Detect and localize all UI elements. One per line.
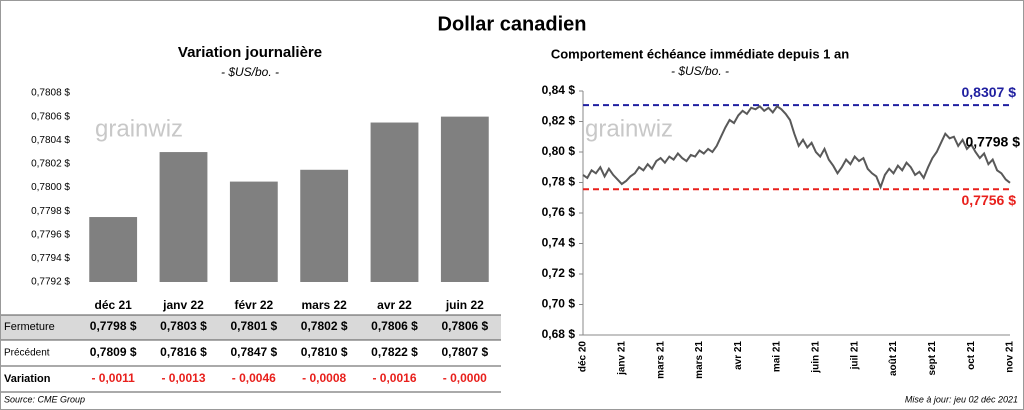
table-cell: - 0,0013 <box>161 371 205 385</box>
y-tick-label: 0,7800 $ <box>31 182 70 193</box>
price-line <box>582 104 1011 190</box>
y-tick-label: 0,7796 $ <box>31 229 70 240</box>
chart-title: Comportement échéance immédiate depuis 1… <box>551 46 849 61</box>
bar <box>159 152 208 282</box>
x-tick-label: oct 21 <box>966 341 977 370</box>
table-cell: 0,7822 $ <box>371 345 418 359</box>
table-cell: 0,7806 $ <box>441 319 488 333</box>
x-tick-label: déc 21 <box>94 298 132 312</box>
table-cell: 0,7806 $ <box>371 319 418 333</box>
table-row-label: Précédent <box>4 348 50 359</box>
x-tick-label: juil 21 <box>849 341 860 371</box>
y-tick-label: 0,82 $ <box>542 114 576 128</box>
watermark: grainwiz <box>585 115 673 142</box>
page-title: Dollar canadien <box>438 13 587 35</box>
x-tick-label: nov 21 <box>1005 341 1016 373</box>
x-tick-label: mars 21 <box>655 341 666 379</box>
x-tick-label: avr 21 <box>733 341 744 370</box>
table-cell: 0,7803 $ <box>160 319 207 333</box>
x-tick-label: juin 22 <box>445 298 484 312</box>
y-tick-label: 0,7798 $ <box>31 206 70 217</box>
y-tick-label: 0,7804 $ <box>31 135 70 146</box>
y-tick-label: 0,72 $ <box>542 266 576 280</box>
source: Source: CME Group <box>4 394 85 404</box>
x-tick-label: févr 22 <box>234 298 273 312</box>
x-tick-label: janv 21 <box>616 341 627 376</box>
table-cell: - 0,0016 <box>372 371 416 385</box>
y-tick-label: 0,68 $ <box>542 327 576 341</box>
table-row-bg <box>1 315 501 340</box>
y-tick-label: 0,80 $ <box>542 144 576 158</box>
bar <box>89 217 138 282</box>
chart-subtitle: - $US/bo. - <box>221 65 279 79</box>
bar <box>370 122 419 282</box>
x-tick-label: avr 22 <box>377 298 412 312</box>
y-tick-label: 0,7808 $ <box>31 88 70 99</box>
watermark: grainwiz <box>95 115 183 142</box>
chart-title: Variation journalière <box>178 44 322 61</box>
table-cell: 0,7802 $ <box>301 319 348 333</box>
table-row-label: Variation <box>4 373 51 385</box>
bar <box>229 181 278 282</box>
reference-label: 0,7756 $ <box>962 192 1017 208</box>
y-tick-label: 0,78 $ <box>542 175 576 189</box>
x-tick-label: mars 22 <box>301 298 347 312</box>
table-cell: 0,7809 $ <box>90 345 137 359</box>
y-tick-label: 0,7794 $ <box>31 253 70 264</box>
y-tick-label: 0,76 $ <box>542 205 576 219</box>
y-tick-label: 0,70 $ <box>542 297 576 311</box>
table-cell: - 0,0011 <box>91 371 135 385</box>
table-cell: - 0,0000 <box>443 371 487 385</box>
updated: Mise à jour: jeu 02 déc 2021 <box>905 394 1018 404</box>
table-cell: 0,7801 $ <box>230 319 277 333</box>
x-tick-label: mai 21 <box>772 341 783 373</box>
y-tick-label: 0,7802 $ <box>31 159 70 170</box>
x-tick-label: déc 20 <box>578 341 589 373</box>
table-cell: 0,7847 $ <box>230 345 277 359</box>
x-tick-label: sept 21 <box>927 341 938 376</box>
y-tick-label: 0,7792 $ <box>31 277 70 288</box>
reference-label: 0,8307 $ <box>962 84 1017 100</box>
y-tick-label: 0,74 $ <box>542 236 576 250</box>
bar <box>300 169 349 282</box>
table-cell: 0,7807 $ <box>441 345 488 359</box>
bar <box>440 116 489 282</box>
table-row-label: Fermeture <box>4 321 55 333</box>
table-cell: 0,7810 $ <box>301 345 348 359</box>
chart-subtitle: - $US/bo. - <box>671 64 729 78</box>
table-cell: 0,7798 $ <box>90 319 137 333</box>
y-tick-label: 0,7806 $ <box>31 111 70 122</box>
x-tick-label: mars 21 <box>694 341 705 379</box>
x-tick-label: juin 21 <box>811 341 822 374</box>
end-label: 0,7798 $ <box>966 134 1021 150</box>
table-cell: - 0,0008 <box>302 371 346 385</box>
x-tick-label: janv 22 <box>162 298 204 312</box>
y-tick-label: 0,84 $ <box>542 83 576 97</box>
x-tick-label: août 21 <box>888 341 899 376</box>
table-cell: - 0,0046 <box>232 371 276 385</box>
table-cell: 0,7816 $ <box>160 345 207 359</box>
